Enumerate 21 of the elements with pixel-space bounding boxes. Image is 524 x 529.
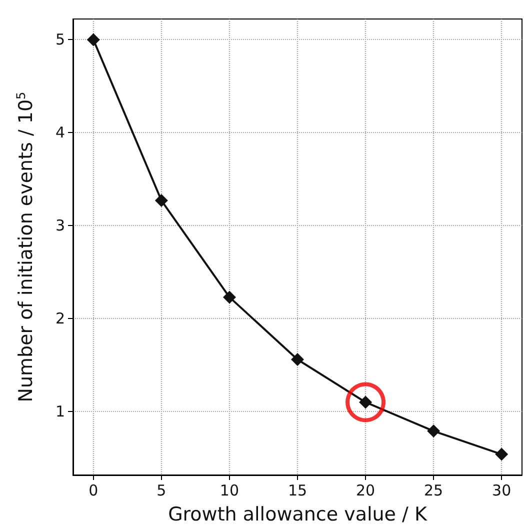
point — [222, 290, 236, 304]
point — [154, 194, 168, 208]
x-tick-label: 25 — [424, 482, 444, 500]
y-tick-label: 2 — [55, 310, 65, 328]
x-tick-label: 30 — [492, 482, 512, 500]
x-tick-label: 15 — [288, 482, 308, 500]
point — [495, 448, 508, 461]
y-tick-label: 4 — [55, 124, 65, 142]
x-tick-label: 5 — [156, 482, 166, 500]
y-tick-label: 1 — [55, 402, 65, 421]
y-tick-label: 3 — [55, 216, 65, 235]
x-axis-title: Growth allowance value / K — [168, 504, 428, 526]
point — [86, 33, 100, 46]
point — [346, 382, 386, 422]
point — [291, 352, 304, 366]
point — [427, 424, 440, 438]
x-tick-label: 0 — [88, 482, 98, 500]
y-axis-title: Number of initiation events / 105 — [14, 92, 37, 402]
y-tick-label: 5 — [55, 30, 65, 49]
x-tick-label: 10 — [220, 482, 240, 500]
x-tick-label: 20 — [356, 482, 376, 500]
